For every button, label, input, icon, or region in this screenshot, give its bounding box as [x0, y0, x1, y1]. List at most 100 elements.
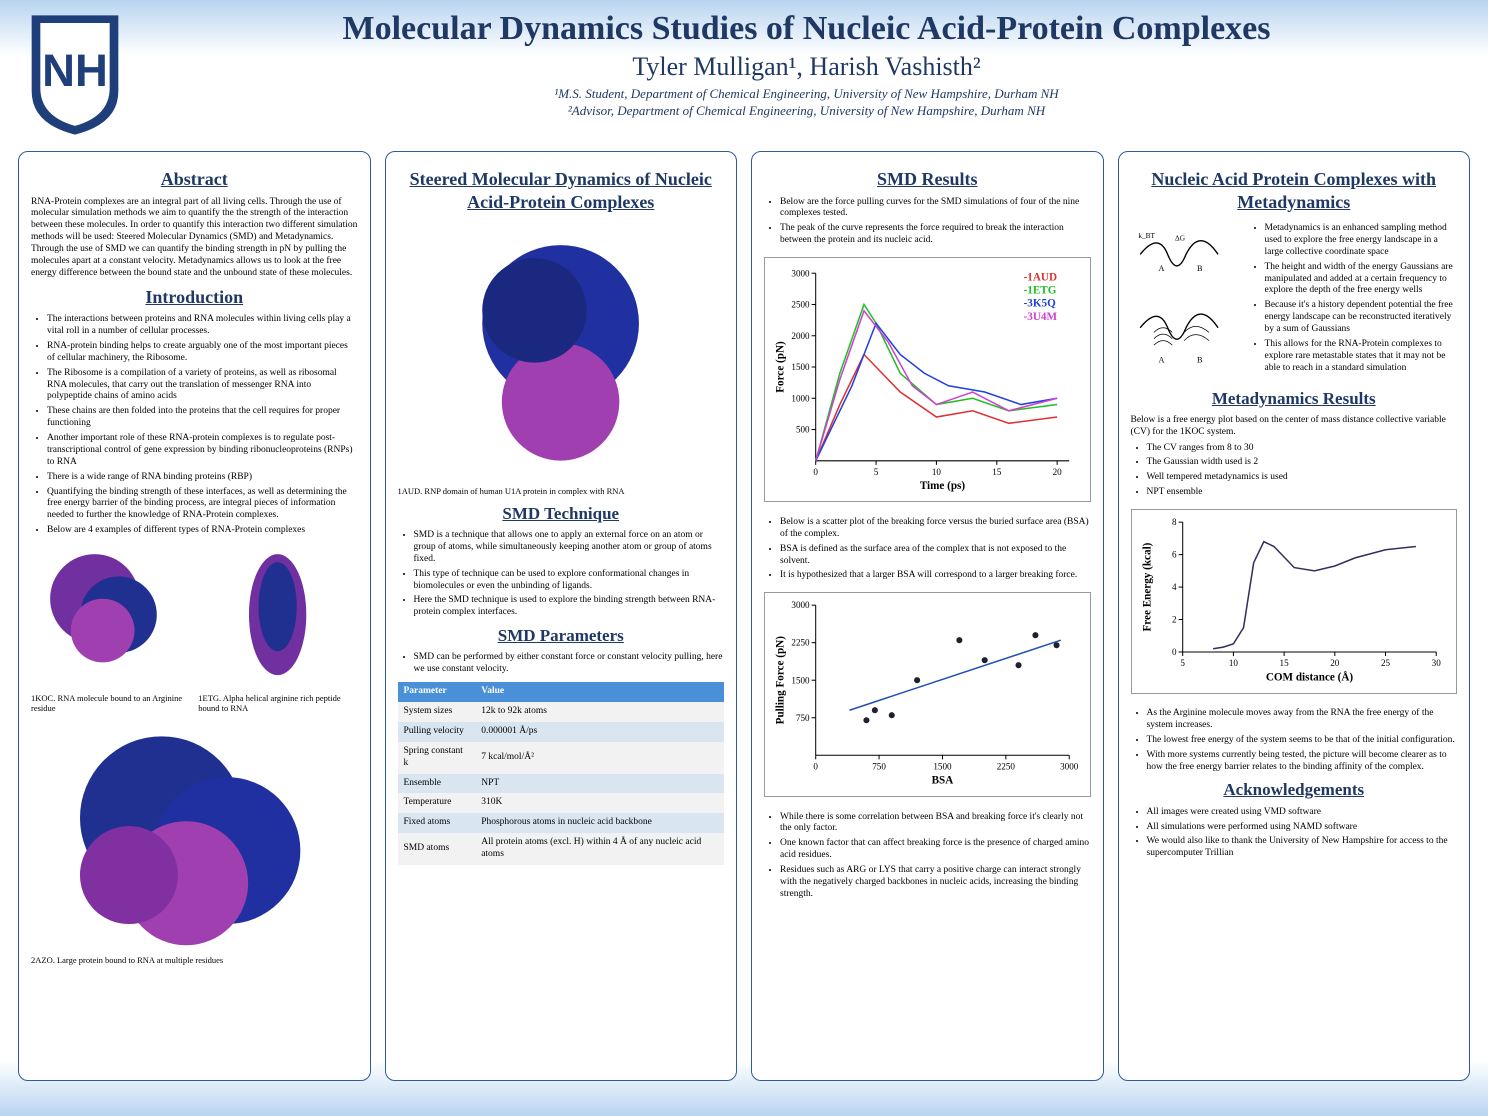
list-item: These chains are then folded into the pr… — [47, 406, 358, 430]
list-item: RNA-protein binding helps to create argu… — [47, 341, 358, 365]
svg-text:2500: 2500 — [791, 300, 810, 310]
svg-text:750: 750 — [796, 713, 810, 723]
unh-logo: NH — [20, 10, 130, 140]
list-item: The interactions between proteins and RN… — [47, 314, 358, 338]
list-item: NPT ensemble — [1147, 487, 1458, 499]
svg-text:-1ETG: -1ETG — [1024, 284, 1057, 296]
column-abstract-intro: Abstract RNA-Protein complexes are an in… — [18, 151, 371, 1081]
bsa-scatter-chart: 0750150022503000750150022503000BSAPullin… — [764, 592, 1091, 797]
svg-text:30: 30 — [1431, 658, 1441, 668]
poster-columns: Abstract RNA-Protein complexes are an in… — [0, 145, 1488, 1093]
svg-text:3000: 3000 — [791, 600, 810, 610]
caption-1etg: 1ETG. Alpha helical arginine rich peptid… — [198, 693, 357, 714]
list-item: Metadynamics is an enhanced sampling met… — [1265, 223, 1458, 259]
svg-text:2250: 2250 — [791, 638, 810, 648]
list-item: There is a wide range of RNA binding pro… — [47, 472, 358, 484]
list-item: As the Arginine molecule moves away from… — [1147, 708, 1458, 732]
metadynamics-bullets: Metadynamics is an enhanced sampling met… — [1249, 223, 1458, 378]
abstract-title: Abstract — [31, 168, 358, 191]
meta-results-bullets: The CV ranges from 8 to 30 The Gaussian w… — [1131, 443, 1458, 500]
svg-text:2: 2 — [1172, 615, 1177, 625]
smd-technique-title: SMD Technique — [398, 503, 725, 524]
list-item: The CV ranges from 8 to 30 — [1147, 443, 1458, 455]
svg-text:B: B — [1197, 356, 1203, 365]
header-text: Molecular Dynamics Studies of Nucleic Ac… — [155, 10, 1458, 120]
svg-text:0: 0 — [813, 762, 818, 772]
svg-text:k_BT: k_BT — [1138, 231, 1155, 240]
metadynamics-schematic: AB ΔGk_BT AB — [1131, 219, 1241, 382]
meta-results-intro: Below is a free energy plot based on the… — [1131, 415, 1458, 439]
list-item: Because it's a history dependent potenti… — [1265, 300, 1458, 336]
svg-text:500: 500 — [796, 425, 810, 435]
svg-text:25: 25 — [1380, 658, 1390, 668]
svg-text:2000: 2000 — [791, 331, 810, 341]
svg-text:5: 5 — [874, 467, 879, 477]
svg-text:3000: 3000 — [1060, 762, 1079, 772]
svg-text:COM distance (Å): COM distance (Å) — [1265, 671, 1353, 683]
list-item: All simulations were performed using NAM… — [1147, 822, 1458, 834]
list-item: This type of technique can be used to ex… — [414, 569, 725, 593]
list-item: One known factor that can affect breakin… — [780, 838, 1091, 862]
svg-text:ΔG: ΔG — [1175, 234, 1186, 243]
svg-text:1500: 1500 — [933, 762, 952, 772]
table-row: System sizes12k to 92k atoms — [398, 702, 725, 722]
caption-2azo: 2AZO. Large protein bound to RNA at mult… — [31, 955, 358, 966]
abstract-text: RNA-Protein complexes are an integral pa… — [31, 197, 358, 280]
results-top-bullets: Below are the force pulling curves for t… — [764, 197, 1091, 248]
smd-title: Steered Molecular Dynamics of Nucleic Ac… — [398, 168, 725, 213]
intro-title: Introduction — [31, 286, 358, 309]
svg-text:1000: 1000 — [791, 393, 810, 403]
affiliation-2: ²Advisor, Department of Chemical Enginee… — [155, 103, 1458, 120]
svg-text:1500: 1500 — [791, 362, 810, 372]
table-row: Temperature310K — [398, 793, 725, 813]
svg-text:-3K5Q: -3K5Q — [1024, 298, 1057, 310]
figure-1aud — [430, 219, 691, 480]
svg-text:15: 15 — [1279, 658, 1289, 668]
svg-text:15: 15 — [992, 467, 1002, 477]
smd-results-title: SMD Results — [764, 168, 1091, 191]
svg-text:10: 10 — [1228, 658, 1238, 668]
caption-1aud: 1AUD. RNP domain of human U1A protein in… — [398, 486, 725, 497]
svg-text:6: 6 — [1172, 550, 1177, 560]
ack-bullets: All images were created using VMD softwa… — [1131, 807, 1458, 861]
svg-text:5: 5 — [1180, 658, 1185, 668]
intro-bullets: The interactions between proteins and RN… — [31, 314, 358, 537]
affiliation-1: ¹M.S. Student, Department of Chemical En… — [155, 86, 1458, 103]
svg-text:Pulling Force (pN): Pulling Force (pN) — [774, 636, 786, 725]
list-item: The Gaussian width used is 2 — [1147, 457, 1458, 469]
svg-text:1500: 1500 — [791, 676, 810, 686]
meta-results-title: Metadynamics Results — [1131, 388, 1458, 409]
column-results: SMD Results Below are the force pulling … — [751, 151, 1104, 1081]
column-metadynamics: Nucleic Acid Protein Complexes with Meta… — [1118, 151, 1471, 1081]
poster-title: Molecular Dynamics Studies of Nucleic Ac… — [155, 10, 1458, 48]
list-item: Another important role of these RNA-prot… — [47, 433, 358, 469]
svg-text:10: 10 — [932, 467, 942, 477]
svg-text:BSA: BSA — [932, 775, 954, 787]
table-row: Fixed atomsPhosphorous atoms in nucleic … — [398, 813, 725, 833]
svg-text:0: 0 — [813, 467, 818, 477]
list-item: The height and width of the energy Gauss… — [1265, 262, 1458, 298]
svg-text:750: 750 — [872, 762, 886, 772]
table-row: Spring constant k7 kcal/mol/Å² — [398, 742, 725, 774]
svg-text:20: 20 — [1053, 467, 1063, 477]
list-item: We would also like to thank the Universi… — [1147, 836, 1458, 860]
list-item: Below are 4 examples of different types … — [47, 525, 358, 537]
list-item: While there is some correlation between … — [780, 812, 1091, 836]
list-item: The lowest free energy of the system see… — [1147, 735, 1458, 747]
svg-text:20: 20 — [1330, 658, 1340, 668]
svg-text:3000: 3000 — [791, 268, 810, 278]
force-time-chart: 0510152050010001500200025003000Time (ps)… — [764, 257, 1091, 502]
list-item: The Ribosome is a compilation of a varie… — [47, 368, 358, 404]
smd-parameters-title: SMD Parameters — [398, 625, 725, 646]
svg-text:B: B — [1197, 264, 1203, 273]
figure-1koc — [31, 543, 190, 686]
results-bottom-bullets: While there is some correlation between … — [764, 812, 1091, 901]
svg-text:8: 8 — [1172, 517, 1177, 527]
list-item: With more systems currently being tested… — [1147, 750, 1458, 774]
authors: Tyler Mulligan¹, Harish Vashisth² — [155, 52, 1458, 82]
column-smd: Steered Molecular Dynamics of Nucleic Ac… — [385, 151, 738, 1081]
table-header-param: Parameter — [398, 682, 476, 702]
list-item: It is hypothesized that a larger BSA wil… — [780, 570, 1091, 582]
svg-text:A: A — [1158, 356, 1164, 365]
meta-post-bullets: As the Arginine molecule moves away from… — [1131, 708, 1458, 773]
